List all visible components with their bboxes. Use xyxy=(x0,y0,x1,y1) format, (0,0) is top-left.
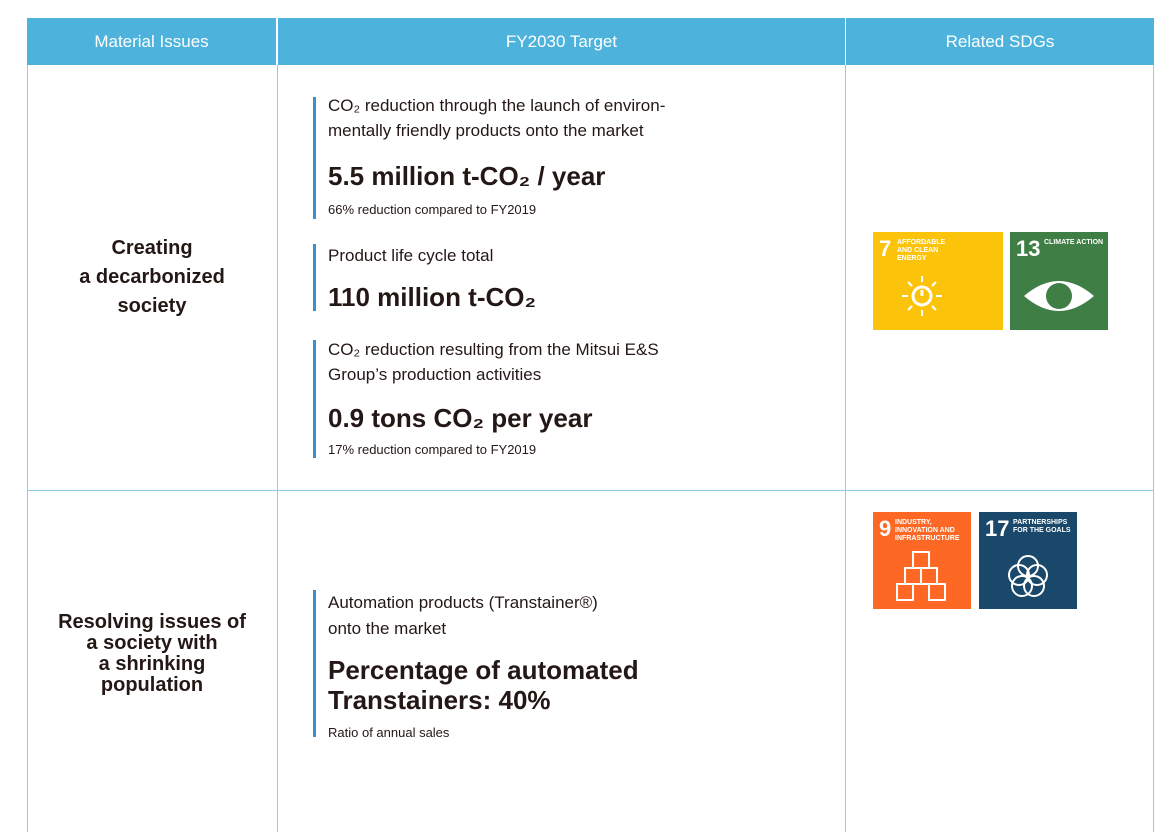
issue-line: a society with xyxy=(86,632,218,654)
target-description: Group’s production activities xyxy=(328,365,542,384)
target-description: mentally friendly products onto the mark… xyxy=(328,121,644,140)
target-description: Product life cycle total xyxy=(328,246,494,265)
issue-line: a decarbonized xyxy=(79,266,225,288)
target-headline: 5.5 million t-CO₂ / year xyxy=(328,161,606,191)
issue-line: Resolving issues of xyxy=(58,611,246,633)
target-note: Ratio of annual sales xyxy=(328,725,450,740)
sdg-icon: 13 CLIMATE ACTION xyxy=(1010,232,1108,330)
target-description: CO₂ reduction resulting from the Mitsui … xyxy=(328,340,659,359)
sdg-symbol xyxy=(1024,281,1094,311)
sdg-symbol xyxy=(896,551,946,601)
sdg-label: AFFORDABLE AND CLEAN ENERGY xyxy=(897,239,946,262)
issue-line: a shrinking xyxy=(98,653,206,675)
sdg-icon: 7 AFFORDABLE AND CLEAN ENERGY xyxy=(873,232,1003,330)
target-bar xyxy=(313,590,316,737)
column-line xyxy=(27,65,28,832)
issue-line: population xyxy=(100,674,204,696)
row-line xyxy=(27,490,1154,491)
target-description: Automation products (Transtainer®) xyxy=(328,593,598,612)
target-headline: 110 million t-CO₂ xyxy=(328,282,537,312)
sdg-symbol xyxy=(902,276,942,316)
sdg-number: 17 xyxy=(985,516,1010,541)
sdg-number: 9 xyxy=(879,516,892,541)
issue-line: society xyxy=(117,295,187,317)
sdg-label: PARTNERSHIPS FOR THE GOALS xyxy=(1013,519,1071,534)
target-headline: 0.9 tons CO₂ per year xyxy=(328,403,593,433)
sdg-icon: 9 INDUSTRY, INNOVATION AND INFRASTRUCTUR… xyxy=(873,512,971,609)
sdg-label: CLIMATE ACTION xyxy=(1044,239,1104,246)
sdg-number: 7 xyxy=(879,236,892,261)
sdg-label: INDUSTRY, INNOVATION AND INFRASTRUCTURE xyxy=(895,519,960,542)
sdg-symbol xyxy=(1008,555,1048,597)
target-description: CO₂ reduction through the launch of envi… xyxy=(328,96,666,115)
column-line xyxy=(845,65,846,832)
target-bar xyxy=(313,340,316,458)
issue: Creating a decarbonized society xyxy=(27,234,277,321)
header-cell: FY2030 Target xyxy=(278,18,845,65)
issue: Resolving issues of a society with a shr… xyxy=(27,612,277,696)
sdg-number: 13 xyxy=(1016,236,1041,261)
target-description: onto the market xyxy=(328,619,447,638)
target-headline: Percentage of automated xyxy=(328,655,639,685)
issue-line: Creating xyxy=(111,237,193,259)
column-line xyxy=(1153,65,1154,832)
target-note: 66% reduction compared to FY2019 xyxy=(328,202,537,217)
column-line xyxy=(277,65,278,832)
target-headline: Transtainers: 40% xyxy=(328,685,551,715)
target-bar xyxy=(313,244,316,311)
header-cell: Related SDGs xyxy=(846,18,1154,65)
sdg-icon: 17 PARTNERSHIPS FOR THE GOALS xyxy=(979,512,1077,609)
header-cell: Material Issues xyxy=(27,18,276,65)
target-bar xyxy=(313,97,316,219)
target-note: 17% reduction compared to FY2019 xyxy=(328,442,537,457)
